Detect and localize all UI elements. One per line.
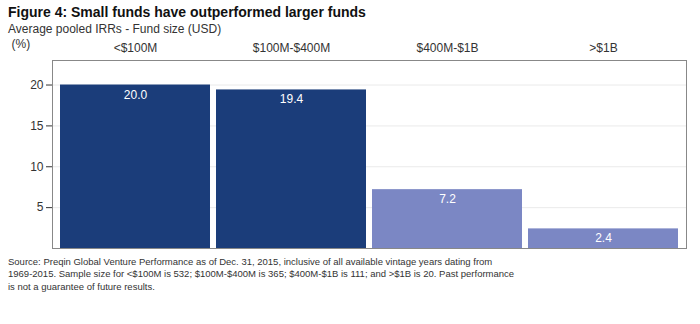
svg-text:(%): (%): [12, 37, 31, 51]
svg-text:2.4: 2.4: [595, 231, 612, 245]
svg-text:$100M-$400M: $100M-$400M: [253, 41, 330, 55]
html-text:Figure 4: Small funds have out: Figure 4: Small funds have outperformed …: [8, 4, 366, 20]
svg-text:20: 20: [30, 78, 44, 92]
svg-text:5: 5: [37, 200, 44, 214]
html-text:Average pooled IRRs - Fund siz: Average pooled IRRs - Fund size (USD): [8, 22, 222, 36]
svg-text:10: 10: [30, 160, 44, 174]
svg-text:>$1B: >$1B: [589, 41, 617, 55]
svg-text:19.4: 19.4: [280, 92, 304, 106]
svg-text:20.0: 20.0: [124, 88, 148, 102]
svg-text:15: 15: [30, 119, 44, 133]
svg-text:<$100M: <$100M: [114, 41, 158, 55]
html-text:Source: Preqin Global Venture: Source: Preqin Global Venture Performanc…: [8, 256, 515, 292]
svg-text:7.2: 7.2: [439, 192, 456, 206]
svg-text:$400M-$1B: $400M-$1B: [416, 41, 478, 55]
